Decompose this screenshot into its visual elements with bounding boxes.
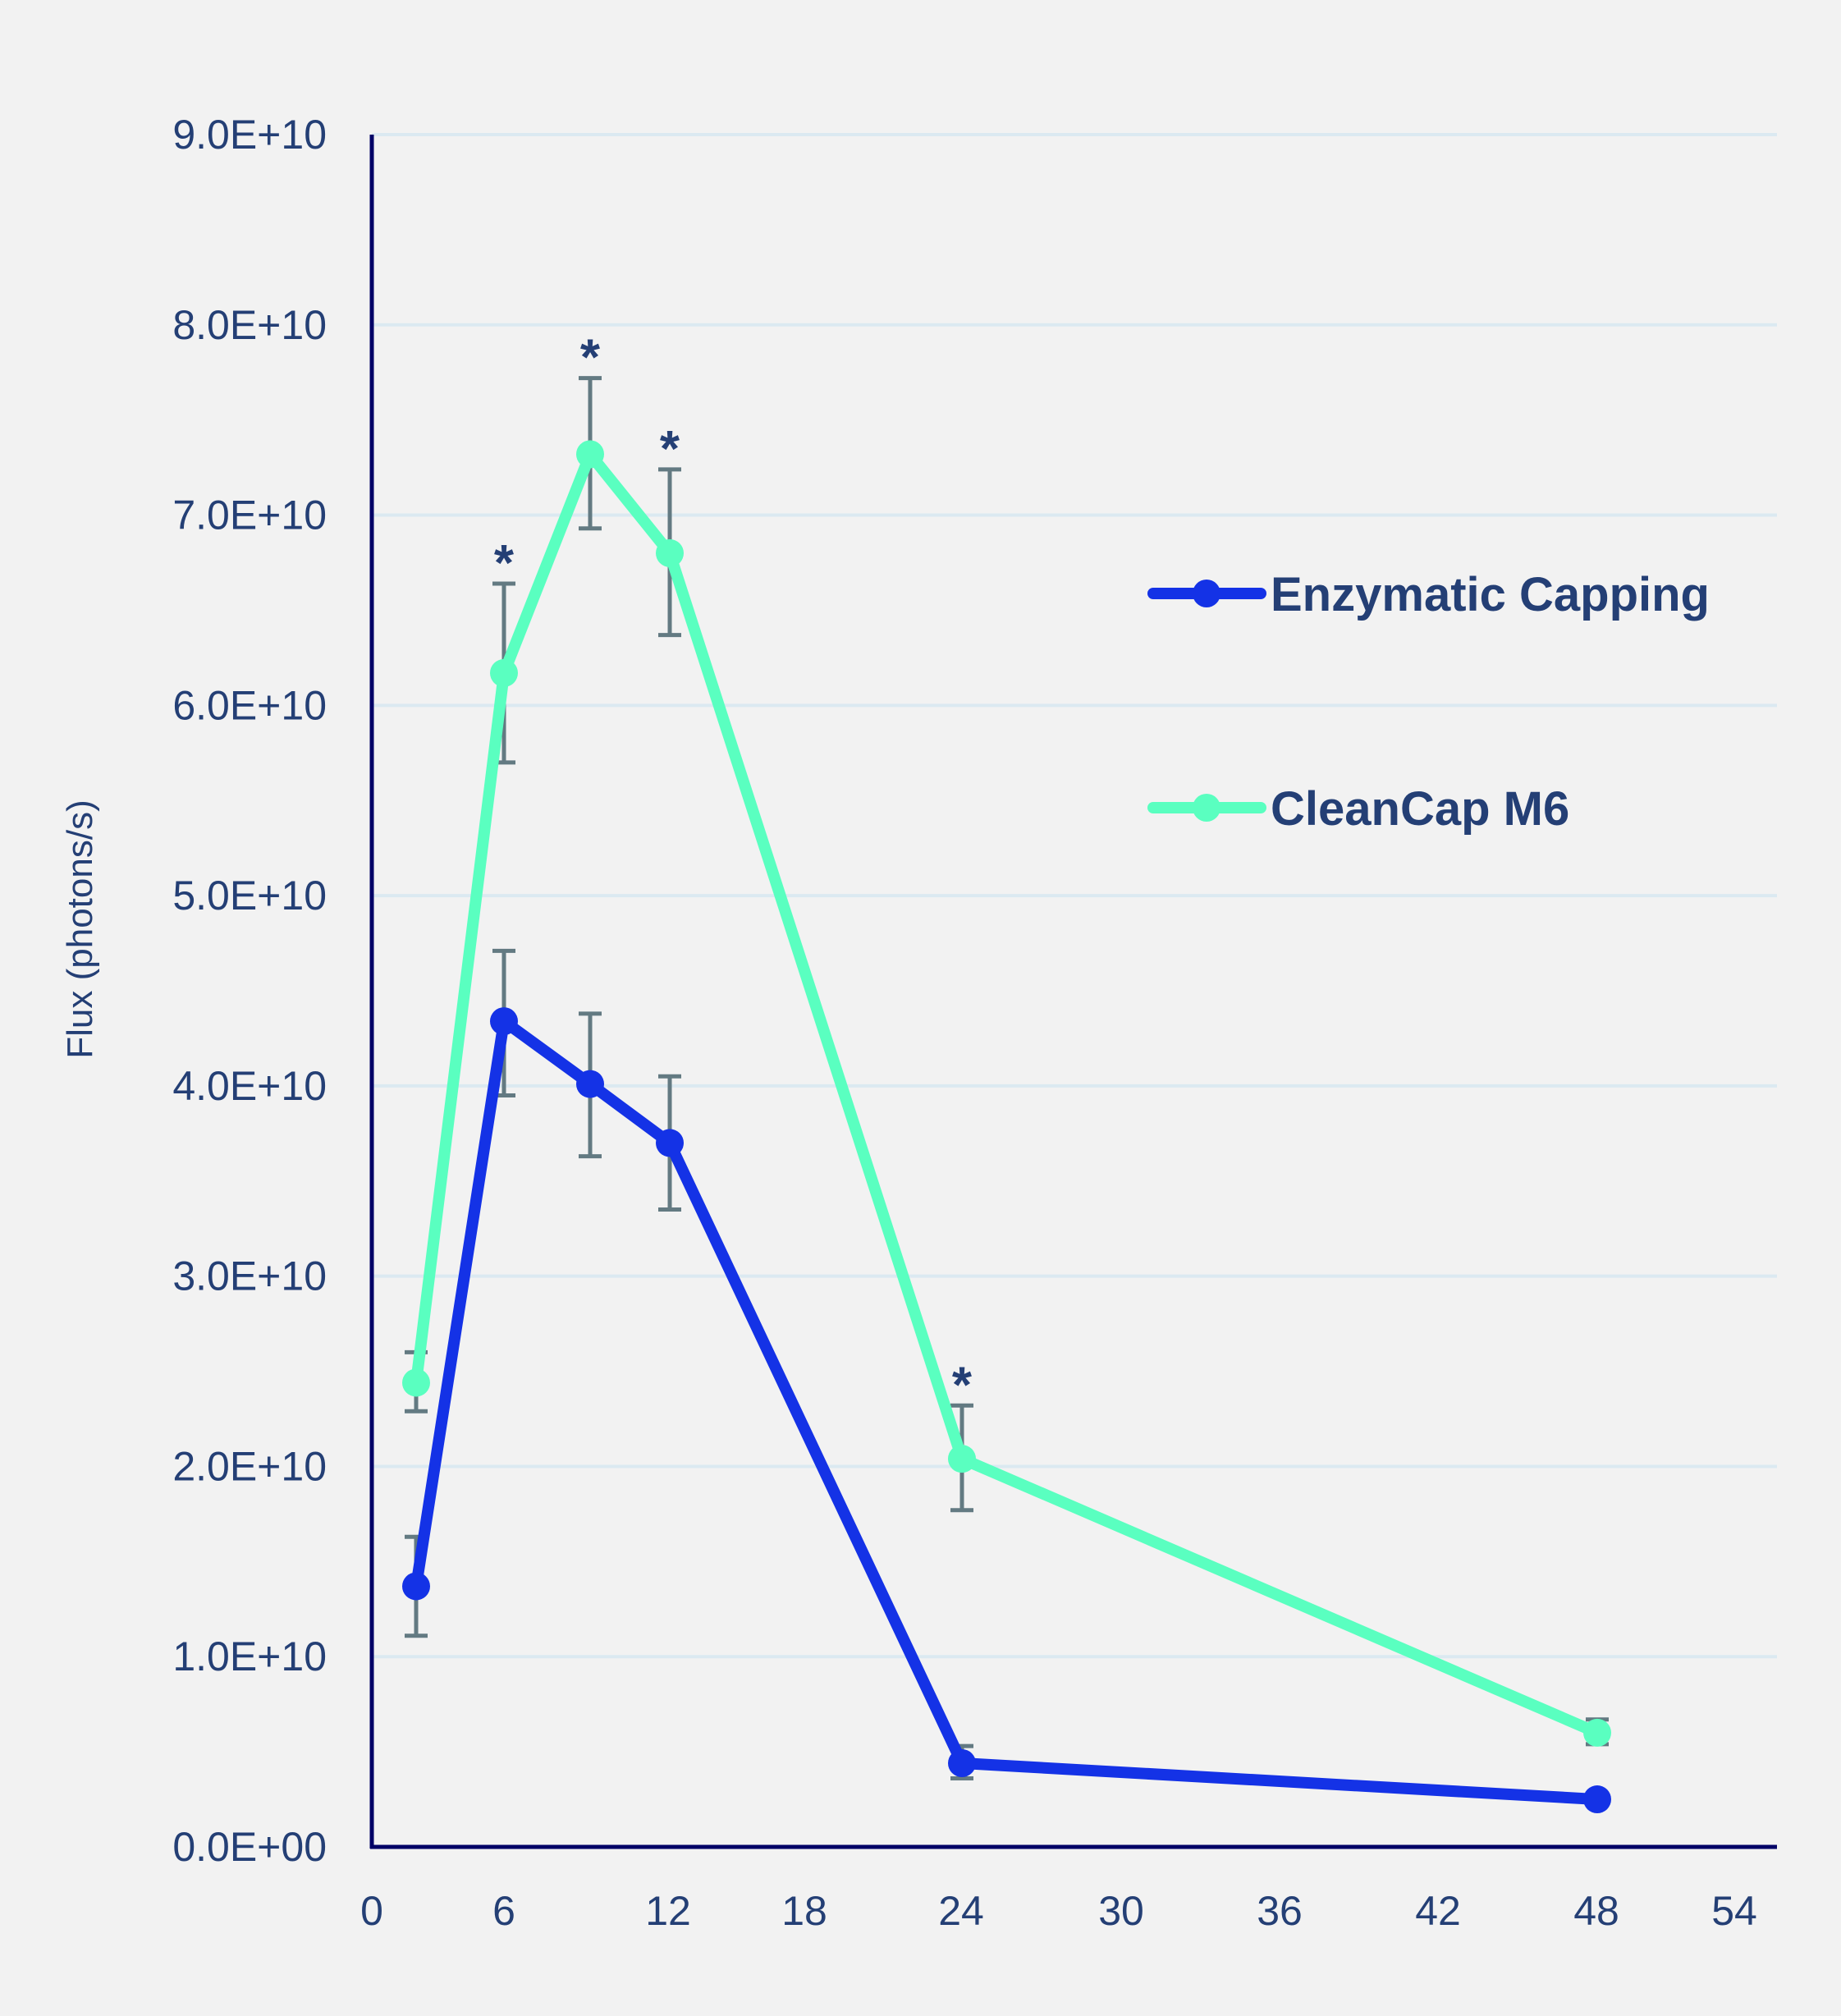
- x-tick-label: 48: [1573, 1888, 1619, 1934]
- data-point-marker[interactable]: [402, 1572, 430, 1601]
- y-axis-title: Flux (photons/s): [60, 800, 100, 1058]
- legend-marker-icon: [1193, 580, 1220, 607]
- y-tick-label: 7.0E+10: [172, 493, 327, 538]
- legend: Enzymatic Capping CleanCap M6: [1147, 568, 1710, 836]
- y-tick-label: 3.0E+10: [172, 1253, 327, 1299]
- x-tick-label: 6: [492, 1888, 515, 1934]
- legend-marker-icon: [1193, 794, 1220, 822]
- y-tick-label: 8.0E+10: [172, 302, 327, 348]
- data-point-marker[interactable]: [490, 658, 518, 687]
- data-point-marker[interactable]: [656, 538, 684, 567]
- legend-item-cleancap-m6[interactable]: CleanCap M6: [1147, 782, 1569, 836]
- series-line: [410, 1015, 1598, 1806]
- data-point-marker[interactable]: [1583, 1718, 1611, 1747]
- significance-asterisk: *: [952, 1357, 973, 1413]
- legend-label: CleanCap M6: [1271, 782, 1569, 836]
- gridlines: [372, 133, 1777, 1659]
- data-point-marker[interactable]: [656, 1129, 684, 1157]
- y-tick-label: 1.0E+10: [172, 1633, 327, 1679]
- y-tick-label: 2.0E+10: [172, 1443, 327, 1489]
- significance-asterisk: *: [660, 421, 680, 478]
- series-cleancap-m6: [402, 440, 1611, 1747]
- y-tick-label: 0.0E+00: [172, 1824, 327, 1870]
- significance-markers: * * * *: [494, 330, 973, 1414]
- x-axis-tick-labels: 0 6 12 18 24 30 36 42 48 54: [360, 1888, 1757, 1934]
- y-tick-label: 5.0E+10: [172, 873, 327, 919]
- data-point-marker[interactable]: [1583, 1785, 1611, 1814]
- data-point-marker[interactable]: [402, 1368, 430, 1397]
- data-point-marker[interactable]: [490, 1007, 518, 1036]
- x-tick-label: 30: [1098, 1888, 1144, 1934]
- series-line: [410, 448, 1600, 1739]
- data-series: [402, 440, 1611, 1814]
- data-point-marker[interactable]: [576, 1070, 604, 1098]
- significance-asterisk: *: [494, 535, 515, 592]
- y-tick-label: 4.0E+10: [172, 1063, 327, 1109]
- legend-item-enzymatic-capping[interactable]: Enzymatic Capping: [1147, 568, 1710, 621]
- x-tick-label: 18: [781, 1888, 827, 1934]
- y-tick-label: 6.0E+10: [172, 682, 327, 728]
- data-point-marker[interactable]: [948, 1749, 976, 1778]
- y-axis-tick-labels: 0.0E+00 1.0E+10 2.0E+10 3.0E+10 4.0E+10 5.0E+…: [172, 112, 327, 1870]
- series-enzymatic-capping: [402, 1007, 1611, 1814]
- x-tick-label: 42: [1415, 1888, 1461, 1934]
- data-point-marker[interactable]: [948, 1445, 976, 1473]
- x-tick-label: 36: [1257, 1888, 1303, 1934]
- legend-label: Enzymatic Capping: [1271, 568, 1710, 621]
- significance-asterisk: *: [580, 330, 601, 387]
- x-tick-label: 12: [645, 1888, 691, 1934]
- y-tick-label: 9.0E+10: [172, 112, 327, 158]
- x-tick-label: 24: [938, 1888, 984, 1934]
- data-point-marker[interactable]: [576, 440, 604, 469]
- x-tick-label: 0: [360, 1888, 383, 1934]
- x-tick-label: 54: [1711, 1888, 1757, 1934]
